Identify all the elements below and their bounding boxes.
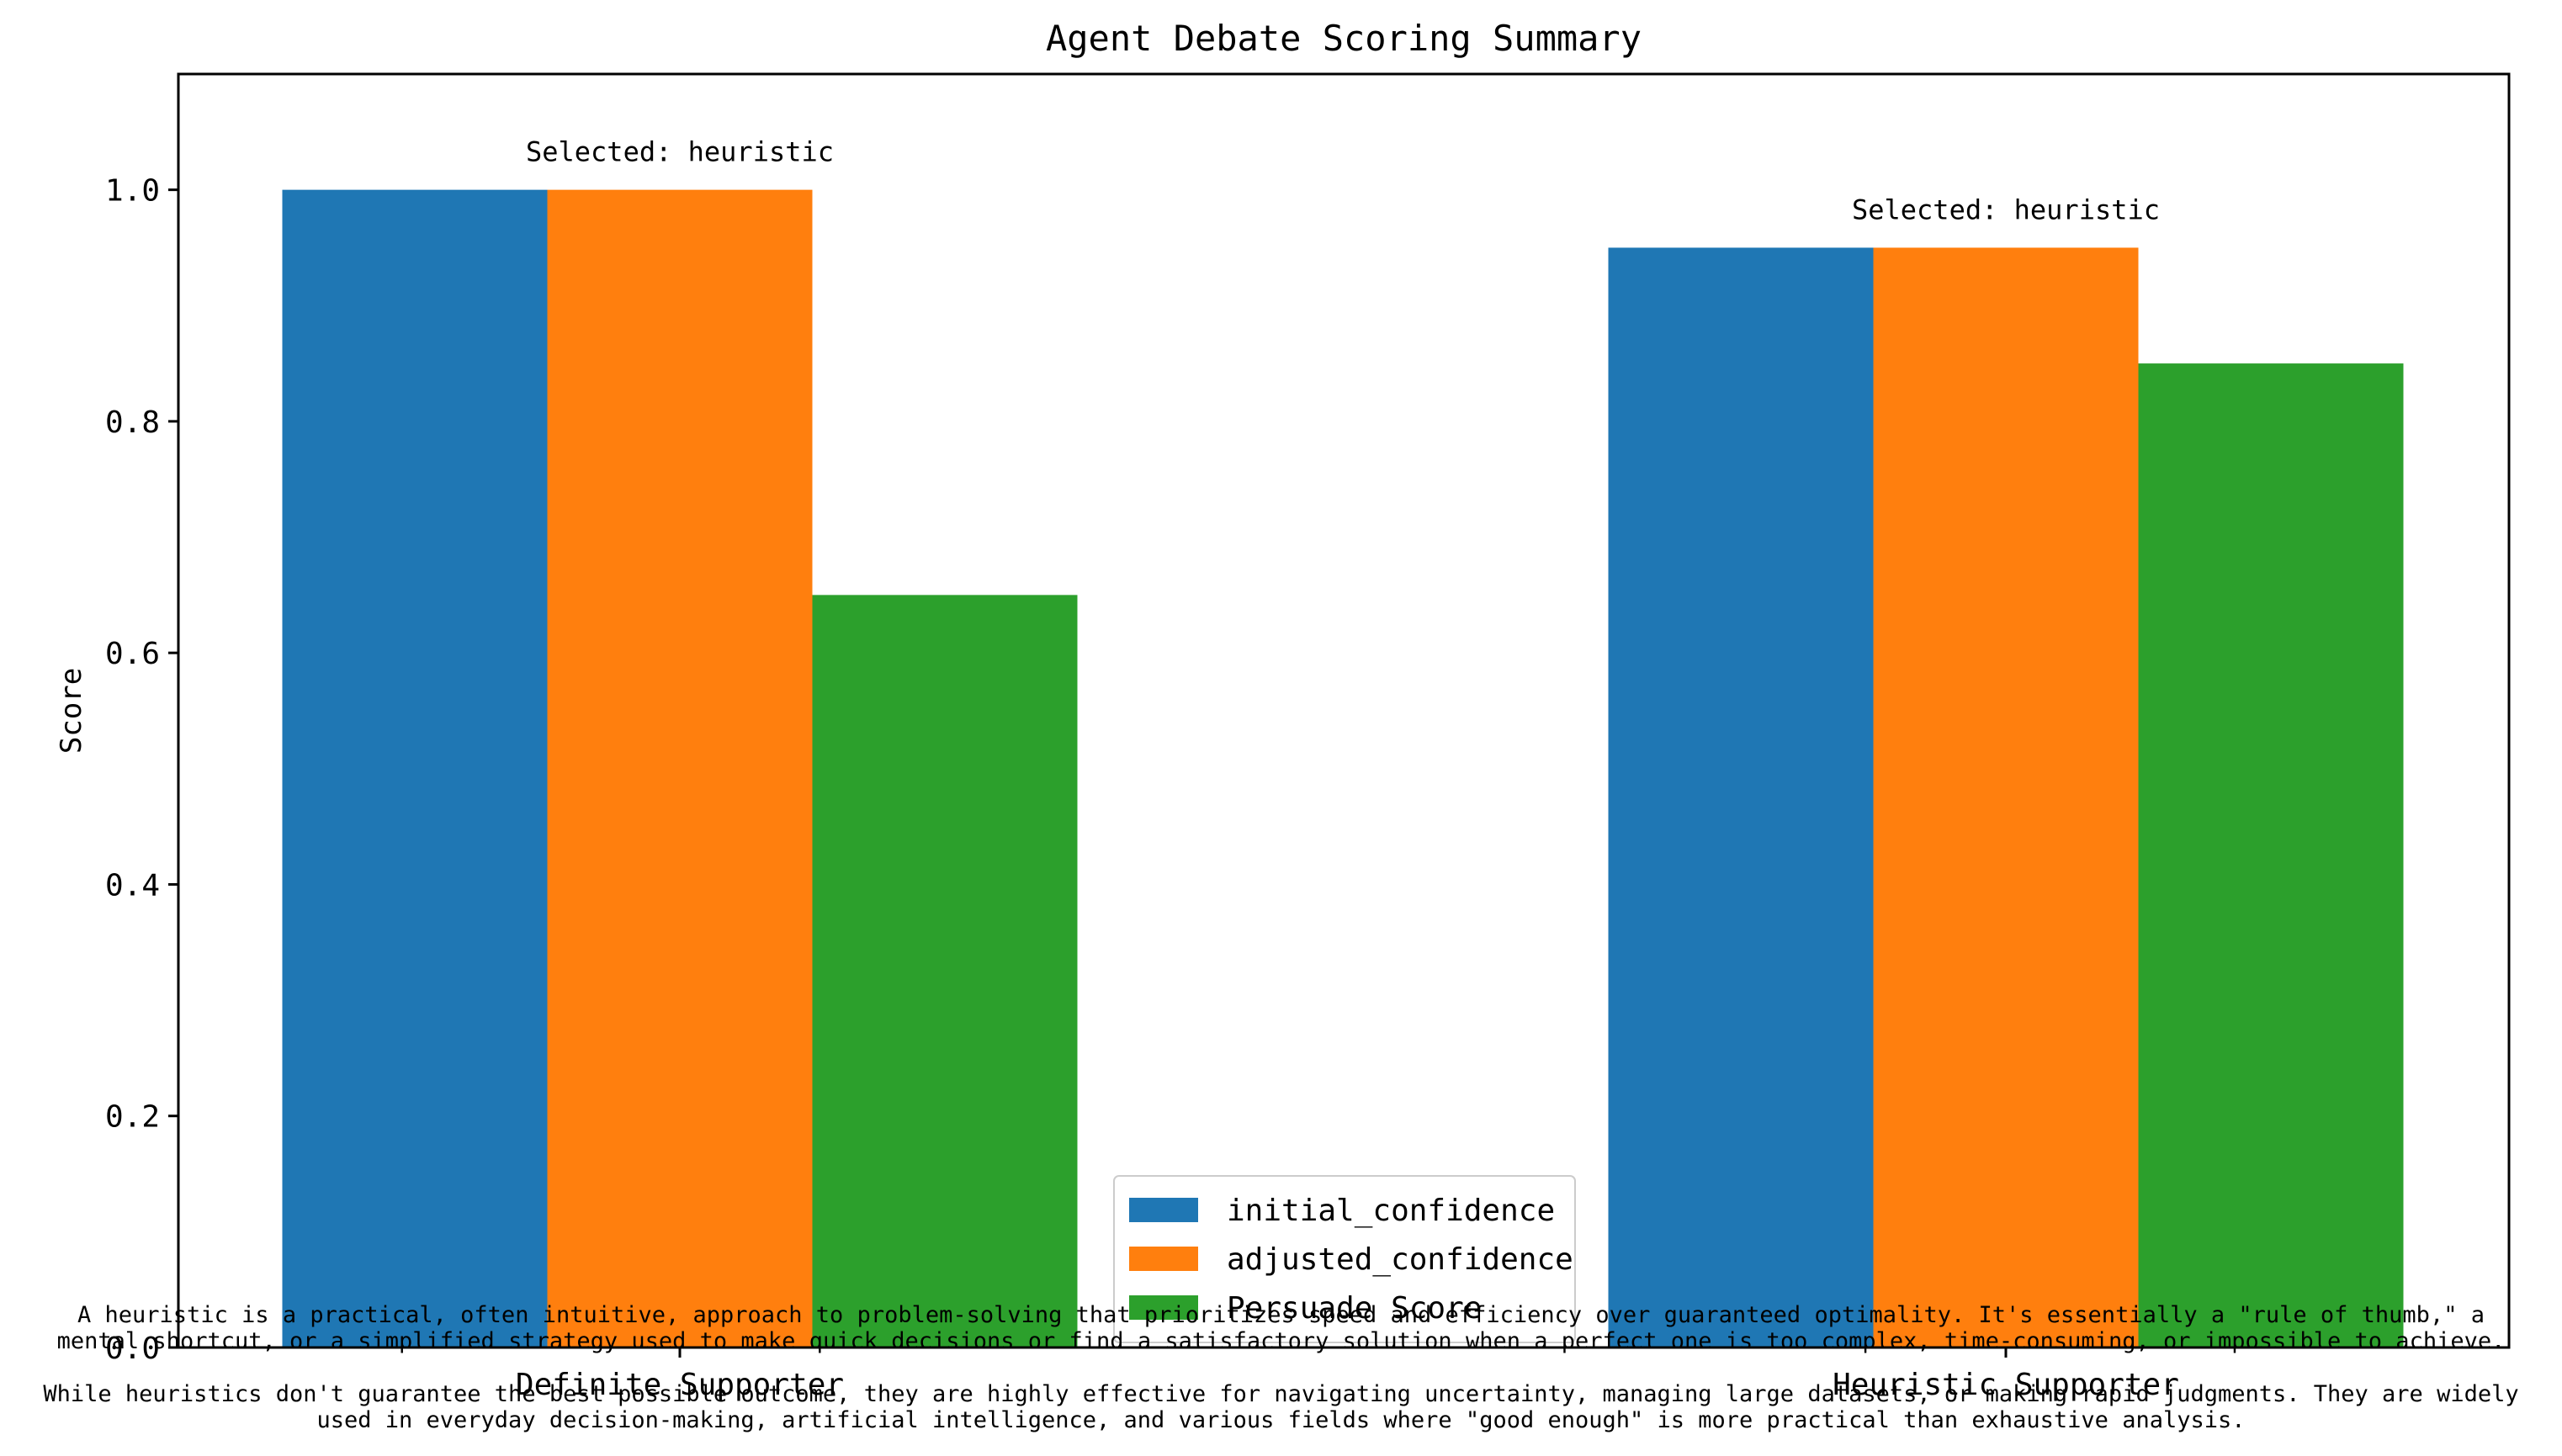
bar-persuade-score-0 bbox=[812, 595, 1078, 1347]
y-axis-label: Score bbox=[55, 668, 88, 754]
legend-swatch bbox=[1129, 1198, 1198, 1222]
legend-label: Persuade Score bbox=[1227, 1291, 1482, 1326]
legend-box bbox=[1113, 1175, 1576, 1343]
y-tick-label: 0.4 bbox=[105, 868, 160, 903]
annotations-layer: Selected: heuristic Selected: heuristic bbox=[526, 136, 2160, 226]
legend-label: initial_confidence bbox=[1227, 1194, 1555, 1228]
bar-adjusted-confidence-0 bbox=[547, 189, 813, 1348]
x-axis: Definite Supporter Heuristic Supporter bbox=[516, 1347, 2179, 1402]
bar-initial-confidence-0 bbox=[282, 189, 548, 1348]
legend: initial_confidence adjusted_confidence Per… bbox=[1113, 1175, 1576, 1343]
legend-swatch bbox=[1129, 1247, 1198, 1271]
group-annotation: Selected: heuristic bbox=[526, 136, 834, 168]
bars-layer bbox=[282, 189, 2404, 1348]
bar-persuade-score-1 bbox=[2138, 363, 2404, 1347]
bar-initial-confidence-1 bbox=[1608, 247, 1874, 1347]
chart-title: Agent Debate Scoring Summary bbox=[1046, 18, 1642, 59]
y-tick-label: 0.2 bbox=[105, 1100, 160, 1135]
y-tick-label: 0.0 bbox=[105, 1332, 160, 1366]
y-axis: 0.0 0.2 0.4 0.6 0.8 1.0 bbox=[105, 174, 178, 1366]
bar-adjusted-confidence-1 bbox=[1873, 247, 2139, 1347]
group-annotation: Selected: heuristic bbox=[1852, 193, 2160, 225]
plot-frame bbox=[177, 72, 2511, 1349]
x-tick-label: Heuristic Supporter bbox=[1833, 1368, 2179, 1402]
legend-label: adjusted_confidence bbox=[1227, 1242, 1573, 1277]
footnote-paragraph-1: A heuristic is a practical, often intuit… bbox=[56, 1302, 2506, 1354]
y-tick-label: 1.0 bbox=[105, 174, 160, 209]
y-tick-label: 0.6 bbox=[105, 637, 160, 671]
y-tick-label: 0.8 bbox=[105, 405, 160, 440]
footnote-paragraph-2: While heuristics don't guarantee the bes… bbox=[43, 1381, 2519, 1433]
legend-swatch bbox=[1129, 1295, 1198, 1320]
x-tick-label: Definite Supporter bbox=[516, 1368, 844, 1402]
